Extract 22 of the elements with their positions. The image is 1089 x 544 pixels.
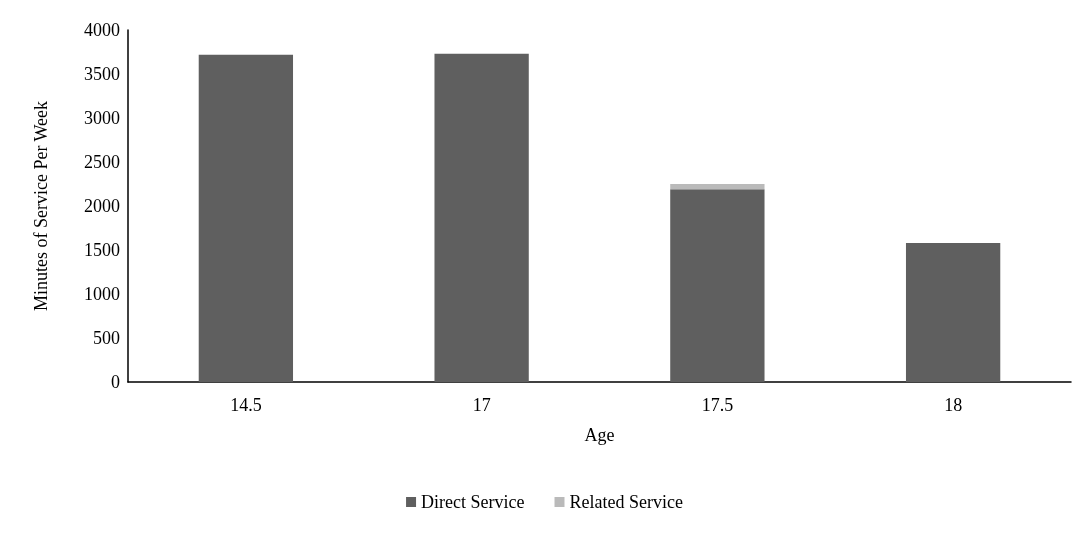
x-tick-label: 17.5 (701, 395, 734, 415)
legend-label: Related Service (569, 492, 683, 512)
x-axis-title: Age (584, 425, 615, 445)
y-tick-label: 3000 (84, 108, 120, 128)
x-tick-label: 18 (944, 395, 963, 415)
bar (670, 189, 765, 382)
x-tick-label: 14.5 (230, 395, 262, 415)
y-tick-label: 2000 (84, 196, 120, 216)
bar (434, 53, 529, 382)
y-tick-label: 2500 (84, 152, 120, 172)
x-tick-label: 17 (472, 395, 491, 415)
bar (670, 184, 765, 190)
y-tick-label: 0 (111, 372, 120, 392)
y-tick-label: 1500 (84, 240, 120, 260)
y-axis-title: Minutes of Service Per Week (31, 100, 51, 312)
legend-label: Direct Service (421, 492, 525, 512)
y-tick-label: 500 (93, 328, 120, 348)
y-tick-label: 1000 (84, 284, 120, 304)
bar (905, 242, 1001, 382)
y-tick-label: 3500 (84, 64, 120, 84)
y-tick-label: 4000 (84, 20, 120, 40)
bar (198, 54, 294, 382)
